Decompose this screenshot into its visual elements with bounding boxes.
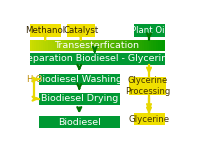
FancyBboxPatch shape [39, 116, 120, 128]
FancyBboxPatch shape [54, 40, 57, 51]
Text: Biodiesel: Biodiesel [58, 118, 101, 127]
FancyBboxPatch shape [30, 24, 61, 37]
FancyBboxPatch shape [115, 40, 118, 51]
FancyBboxPatch shape [135, 40, 138, 51]
FancyBboxPatch shape [149, 40, 151, 51]
FancyBboxPatch shape [84, 40, 86, 51]
FancyBboxPatch shape [43, 40, 46, 51]
FancyBboxPatch shape [122, 40, 125, 51]
FancyBboxPatch shape [72, 40, 75, 51]
FancyBboxPatch shape [151, 40, 154, 51]
FancyBboxPatch shape [134, 113, 164, 125]
Text: Biodiesel Washing: Biodiesel Washing [36, 75, 122, 84]
Text: H₂O: H₂O [26, 75, 42, 84]
Text: Biodiesel Drying: Biodiesel Drying [41, 94, 118, 103]
FancyBboxPatch shape [95, 40, 98, 51]
FancyBboxPatch shape [63, 40, 66, 51]
FancyBboxPatch shape [34, 40, 37, 51]
FancyBboxPatch shape [124, 40, 127, 51]
Text: Transesterfication: Transesterfication [55, 41, 140, 50]
FancyBboxPatch shape [102, 40, 104, 51]
FancyBboxPatch shape [59, 40, 62, 51]
FancyBboxPatch shape [57, 40, 59, 51]
FancyBboxPatch shape [108, 40, 111, 51]
FancyBboxPatch shape [70, 40, 73, 51]
FancyBboxPatch shape [113, 40, 116, 51]
FancyBboxPatch shape [120, 40, 122, 51]
FancyBboxPatch shape [129, 40, 131, 51]
FancyBboxPatch shape [129, 77, 166, 95]
FancyBboxPatch shape [111, 40, 113, 51]
FancyBboxPatch shape [68, 40, 71, 51]
FancyBboxPatch shape [30, 53, 164, 65]
FancyBboxPatch shape [52, 40, 55, 51]
FancyBboxPatch shape [39, 74, 120, 85]
FancyBboxPatch shape [144, 40, 147, 51]
FancyBboxPatch shape [30, 40, 32, 51]
Text: Plant Oil: Plant Oil [131, 26, 167, 35]
Text: Methanol: Methanol [25, 26, 65, 35]
FancyBboxPatch shape [77, 40, 80, 51]
FancyBboxPatch shape [126, 40, 129, 51]
FancyBboxPatch shape [88, 40, 91, 51]
FancyBboxPatch shape [75, 40, 77, 51]
Text: Glycerine: Glycerine [128, 115, 170, 124]
Text: Separation Biodiesel - Glycerine: Separation Biodiesel - Glycerine [21, 54, 173, 63]
FancyBboxPatch shape [117, 40, 120, 51]
FancyBboxPatch shape [36, 40, 39, 51]
FancyBboxPatch shape [140, 40, 142, 51]
FancyBboxPatch shape [160, 40, 163, 51]
FancyBboxPatch shape [153, 40, 156, 51]
FancyBboxPatch shape [79, 40, 82, 51]
Text: Catalyst: Catalyst [63, 26, 98, 35]
FancyBboxPatch shape [66, 40, 68, 51]
FancyBboxPatch shape [99, 40, 102, 51]
FancyBboxPatch shape [158, 40, 160, 51]
FancyBboxPatch shape [134, 24, 164, 37]
FancyBboxPatch shape [131, 40, 134, 51]
FancyBboxPatch shape [147, 40, 149, 51]
FancyBboxPatch shape [45, 40, 48, 51]
FancyBboxPatch shape [41, 40, 44, 51]
Text: Glycerine
Processing: Glycerine Processing [125, 76, 170, 96]
FancyBboxPatch shape [90, 40, 93, 51]
FancyBboxPatch shape [93, 40, 95, 51]
FancyBboxPatch shape [50, 40, 53, 51]
FancyBboxPatch shape [61, 40, 64, 51]
FancyBboxPatch shape [138, 40, 140, 51]
FancyBboxPatch shape [104, 40, 107, 51]
FancyBboxPatch shape [39, 40, 41, 51]
FancyBboxPatch shape [39, 93, 120, 105]
FancyBboxPatch shape [86, 40, 89, 51]
FancyBboxPatch shape [32, 40, 35, 51]
FancyBboxPatch shape [142, 40, 145, 51]
FancyBboxPatch shape [162, 40, 165, 51]
FancyBboxPatch shape [48, 40, 50, 51]
FancyBboxPatch shape [97, 40, 100, 51]
FancyBboxPatch shape [156, 40, 158, 51]
FancyBboxPatch shape [133, 40, 136, 51]
FancyBboxPatch shape [106, 40, 109, 51]
FancyBboxPatch shape [67, 24, 95, 37]
FancyBboxPatch shape [81, 40, 84, 51]
